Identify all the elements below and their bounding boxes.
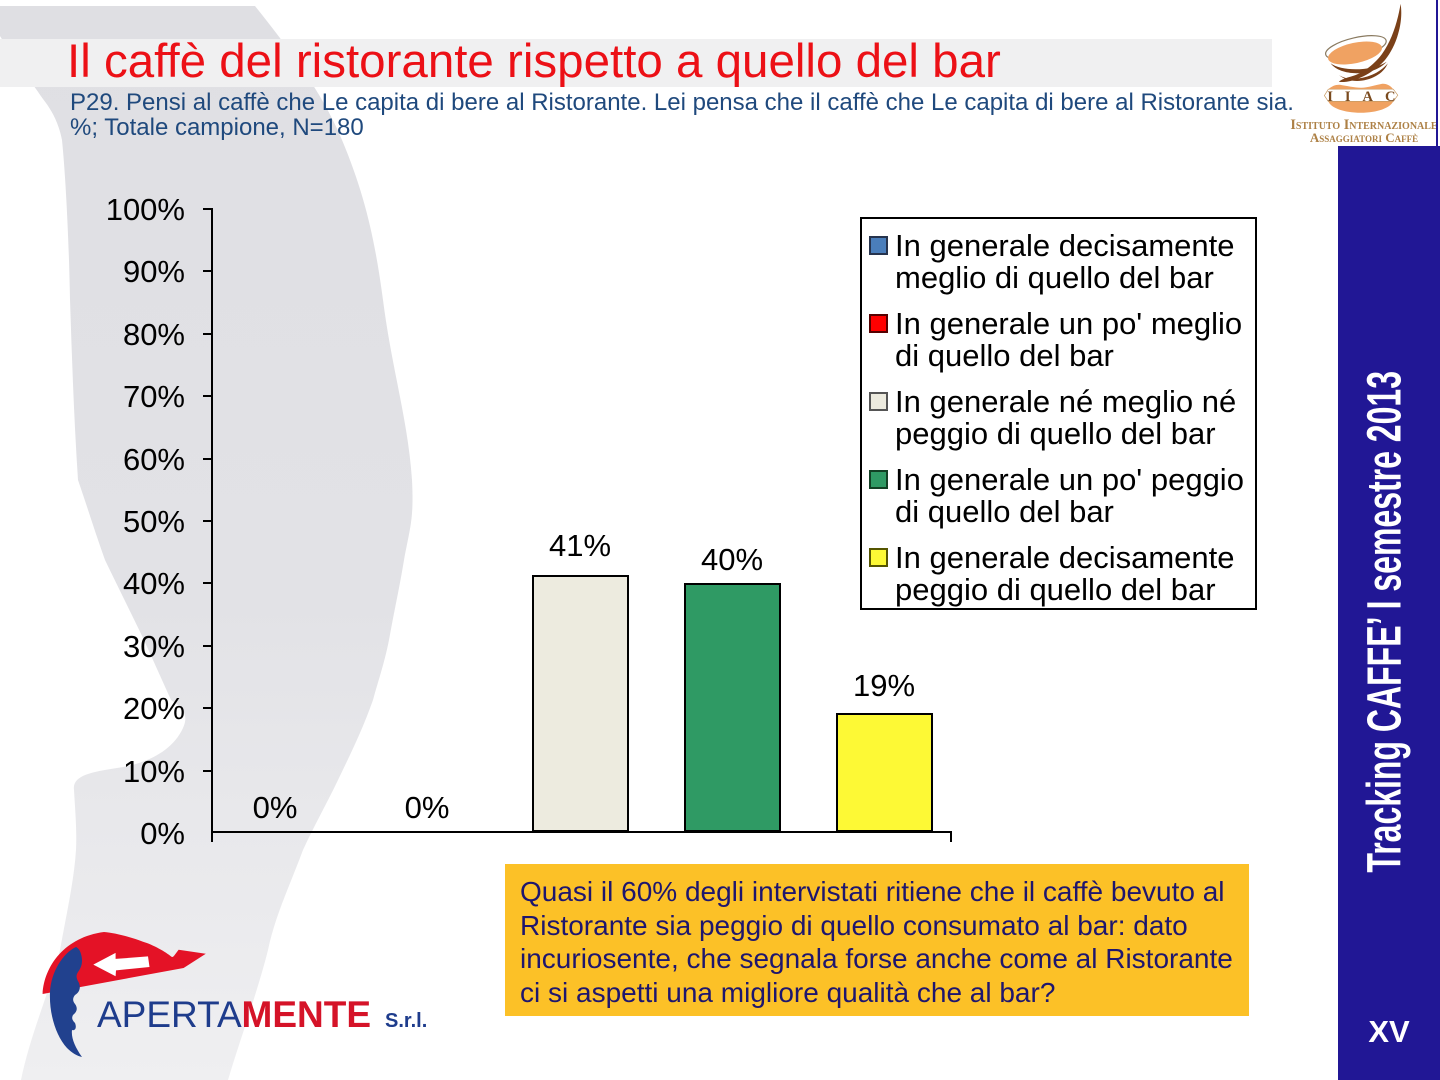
svg-text:S.r.l.: S.r.l.: [385, 1010, 427, 1032]
svg-text:Istituto Internazionale: Istituto Internazionale: [1290, 117, 1438, 133]
svg-text:IIAC: IIAC: [1327, 89, 1407, 105]
svg-text:MENTE: MENTE: [242, 994, 372, 1035]
svg-text:APERTA: APERTA: [97, 994, 242, 1035]
svg-text:Assaggiatori Caffè: Assaggiatori Caffè: [1310, 130, 1418, 145]
